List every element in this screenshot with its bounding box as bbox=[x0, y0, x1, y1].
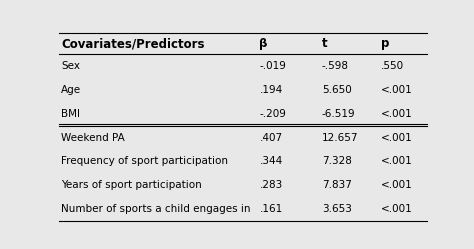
Text: Sex: Sex bbox=[61, 61, 80, 71]
Text: .344: .344 bbox=[259, 156, 283, 166]
Text: Covariates/Predictors: Covariates/Predictors bbox=[61, 37, 205, 50]
Text: Weekend PA: Weekend PA bbox=[61, 132, 125, 142]
Text: .283: .283 bbox=[259, 180, 283, 190]
Text: .161: .161 bbox=[259, 204, 283, 214]
Text: <.001: <.001 bbox=[381, 85, 412, 95]
Text: -.019: -.019 bbox=[259, 61, 286, 71]
Text: 5.650: 5.650 bbox=[322, 85, 352, 95]
Text: t: t bbox=[322, 37, 328, 50]
Text: Number of sports a child engages in: Number of sports a child engages in bbox=[61, 204, 251, 214]
Text: 7.837: 7.837 bbox=[322, 180, 352, 190]
Text: .194: .194 bbox=[259, 85, 283, 95]
Text: 7.328: 7.328 bbox=[322, 156, 352, 166]
Text: p: p bbox=[381, 37, 389, 50]
Text: <.001: <.001 bbox=[381, 132, 412, 142]
Text: <.001: <.001 bbox=[381, 156, 412, 166]
Text: <.001: <.001 bbox=[381, 204, 412, 214]
Text: Years of sport participation: Years of sport participation bbox=[61, 180, 202, 190]
Text: β: β bbox=[259, 37, 268, 50]
Text: BMI: BMI bbox=[61, 109, 80, 119]
Text: -.598: -.598 bbox=[322, 61, 349, 71]
Text: -6.519: -6.519 bbox=[322, 109, 356, 119]
Text: -.209: -.209 bbox=[259, 109, 286, 119]
Text: <.001: <.001 bbox=[381, 180, 412, 190]
Text: Frequency of sport participation: Frequency of sport participation bbox=[61, 156, 228, 166]
Text: Age: Age bbox=[61, 85, 81, 95]
Text: 3.653: 3.653 bbox=[322, 204, 352, 214]
Text: .550: .550 bbox=[381, 61, 404, 71]
Text: .407: .407 bbox=[259, 132, 283, 142]
Text: <.001: <.001 bbox=[381, 109, 412, 119]
Text: 12.657: 12.657 bbox=[322, 132, 358, 142]
